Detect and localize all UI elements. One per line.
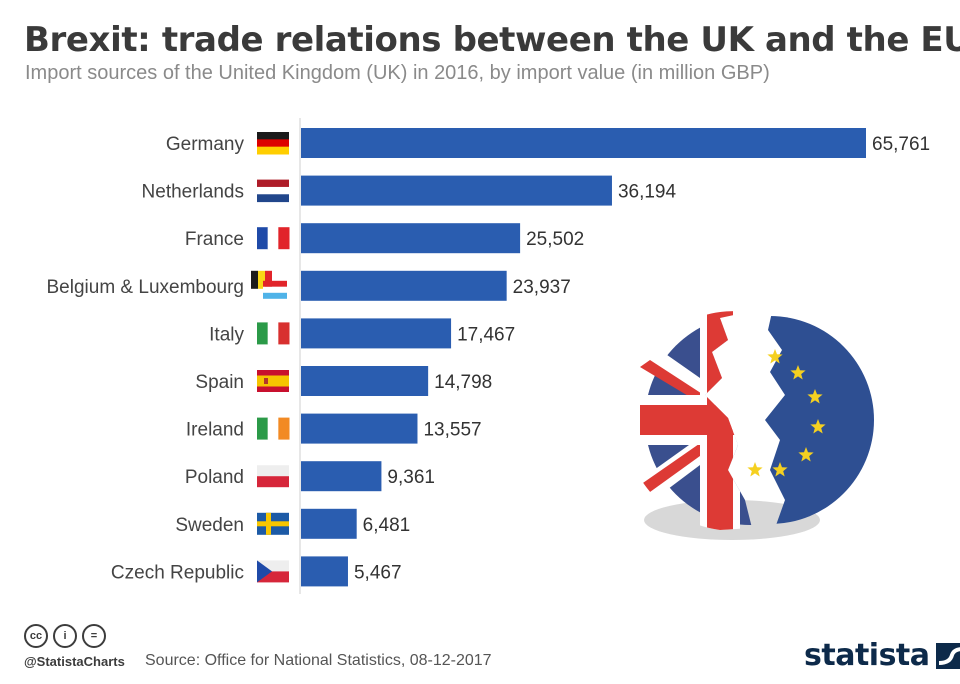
value-label: 9,361 <box>387 467 435 488</box>
value-label: 17,467 <box>457 324 515 345</box>
category-label: France <box>185 229 244 250</box>
attribution-icon: i <box>53 624 77 648</box>
value-label: 13,557 <box>423 420 481 441</box>
spain-flag <box>257 370 289 392</box>
sweden-flag <box>257 512 289 535</box>
eu-star-icon <box>810 419 826 434</box>
bar-germany <box>301 128 866 158</box>
bar-ireland <box>301 413 418 444</box>
page-subtitle: Import sources of the United Kingdom (UK… <box>25 62 770 84</box>
bar-spain <box>301 366 429 396</box>
license-icons: cc i = <box>24 624 106 648</box>
belgium-luxembourg-flag <box>251 270 287 299</box>
bar-belgium-luxembourg <box>301 270 507 301</box>
eu-star-icon <box>798 447 814 462</box>
category-label: Poland <box>185 467 244 488</box>
statista-logo-icon <box>935 642 960 669</box>
category-label: Netherlands <box>142 182 244 203</box>
category-label: Belgium & Luxembourg <box>47 277 245 298</box>
category-label: Ireland <box>186 420 244 441</box>
category-label: Germany <box>166 134 245 155</box>
cc-icon: cc <box>24 624 48 648</box>
statista-logo-text: statista <box>804 638 930 673</box>
value-label: 25,502 <box>526 229 584 250</box>
czech-republic-flag <box>257 560 289 583</box>
bar-poland <box>301 461 382 492</box>
category-label: Spain <box>195 372 244 393</box>
eu-star-icon <box>747 462 763 477</box>
category-label: Czech Republic <box>111 562 244 583</box>
ireland-flag <box>257 417 290 440</box>
eu-star-icon <box>772 462 788 477</box>
page-title: Brexit: trade relations between the UK a… <box>24 20 960 60</box>
poland-flag <box>257 465 289 488</box>
category-label: Italy <box>209 324 244 345</box>
social-handle[interactable]: @StatistaCharts <box>24 654 125 669</box>
bar-sweden <box>301 508 357 539</box>
eu-star-icon <box>807 389 823 404</box>
bar-italy <box>301 318 452 349</box>
value-label: 5,467 <box>354 562 402 583</box>
broken-uk-eu-flag-illustration <box>640 311 874 540</box>
bar-czech-republic <box>301 556 348 587</box>
netherlands-flag <box>257 179 289 203</box>
bar-france <box>301 223 521 254</box>
eu-star-icon <box>767 349 783 364</box>
no-derivatives-icon: = <box>82 624 106 648</box>
statista-logo[interactable]: statista <box>804 638 960 673</box>
value-label: 14,798 <box>434 372 492 393</box>
value-label: 6,481 <box>363 515 411 536</box>
value-label: 65,761 <box>872 134 930 155</box>
france-flag <box>257 227 290 250</box>
value-label: 36,194 <box>618 182 677 203</box>
italy-flag <box>257 322 290 345</box>
eu-star-icon <box>790 365 806 380</box>
value-label: 23,937 <box>513 277 571 298</box>
source-note: Source: Office for National Statistics, … <box>145 652 492 669</box>
category-label: Sweden <box>175 515 244 536</box>
bar-netherlands <box>301 175 612 206</box>
germany-flag <box>257 132 289 155</box>
